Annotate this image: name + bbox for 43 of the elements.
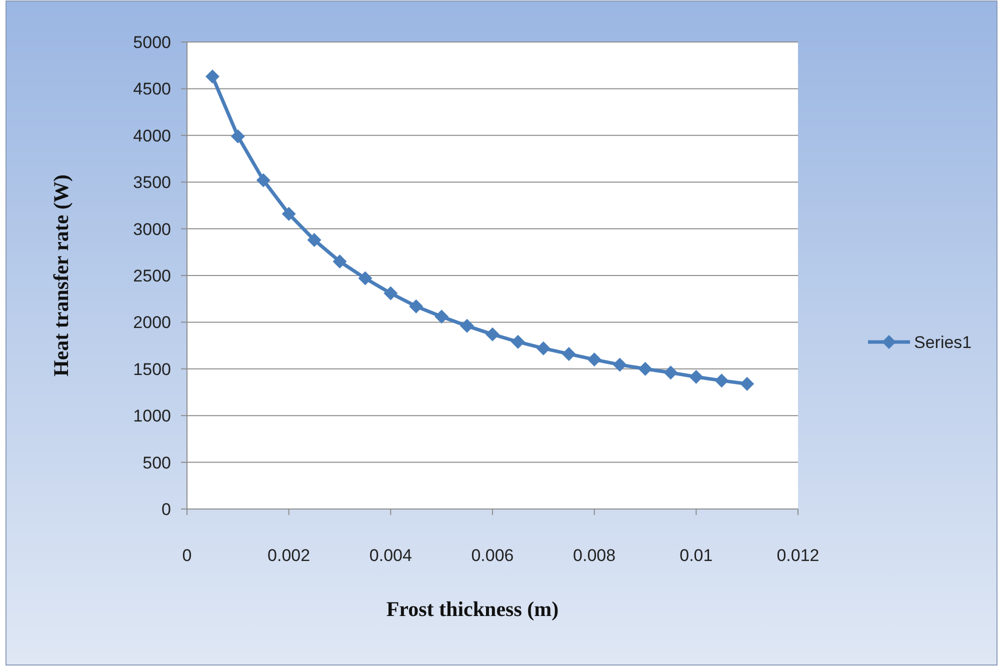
point: [358, 271, 372, 286]
y-tick-label: 1500: [133, 360, 171, 379]
point: [689, 370, 704, 384]
point: [740, 376, 754, 391]
point: [612, 358, 627, 372]
legend-label: Series1: [914, 332, 972, 352]
x-tick-label: 0.012: [776, 546, 820, 565]
y-tick-label: 4500: [133, 80, 171, 99]
point: [638, 362, 652, 376]
y-tick-label: 0: [162, 500, 171, 519]
y-tick-label: 1000: [133, 406, 171, 426]
point: [486, 327, 500, 342]
y-tick-label: 2000: [133, 313, 171, 332]
point: [510, 334, 525, 349]
point: [205, 70, 220, 84]
point: [282, 206, 296, 221]
y-axis-title: Heat transfer rate (W): [49, 174, 73, 376]
point: [434, 310, 449, 324]
point: [664, 366, 678, 380]
y-tick-label: 4000: [133, 126, 171, 146]
y-tick-label: 500: [142, 453, 171, 472]
y-tick-label: 5000: [133, 32, 171, 52]
point: [587, 352, 602, 367]
x-tick-label: 0: [182, 546, 192, 565]
point: [460, 318, 474, 333]
point: [562, 346, 576, 361]
x-tick-label: 0.006: [471, 546, 514, 565]
x-tick-label: 0.01: [680, 546, 713, 565]
y-tick-label: 3500: [133, 173, 171, 192]
point: [409, 299, 424, 314]
x-tick-label: 0.008: [573, 546, 616, 565]
point: [384, 286, 398, 300]
x-axis-title: Frost thickness (m): [386, 597, 559, 621]
point: [536, 341, 550, 356]
point: [230, 129, 245, 144]
y-tick-label: 3000: [133, 220, 171, 239]
point: [307, 233, 322, 248]
point: [714, 374, 729, 388]
x-tick-label: 0.004: [369, 546, 412, 565]
x-tick-label: 0.002: [268, 546, 310, 565]
point: [332, 254, 347, 268]
y-tick-label: 2500: [133, 266, 171, 286]
point: [256, 173, 270, 188]
